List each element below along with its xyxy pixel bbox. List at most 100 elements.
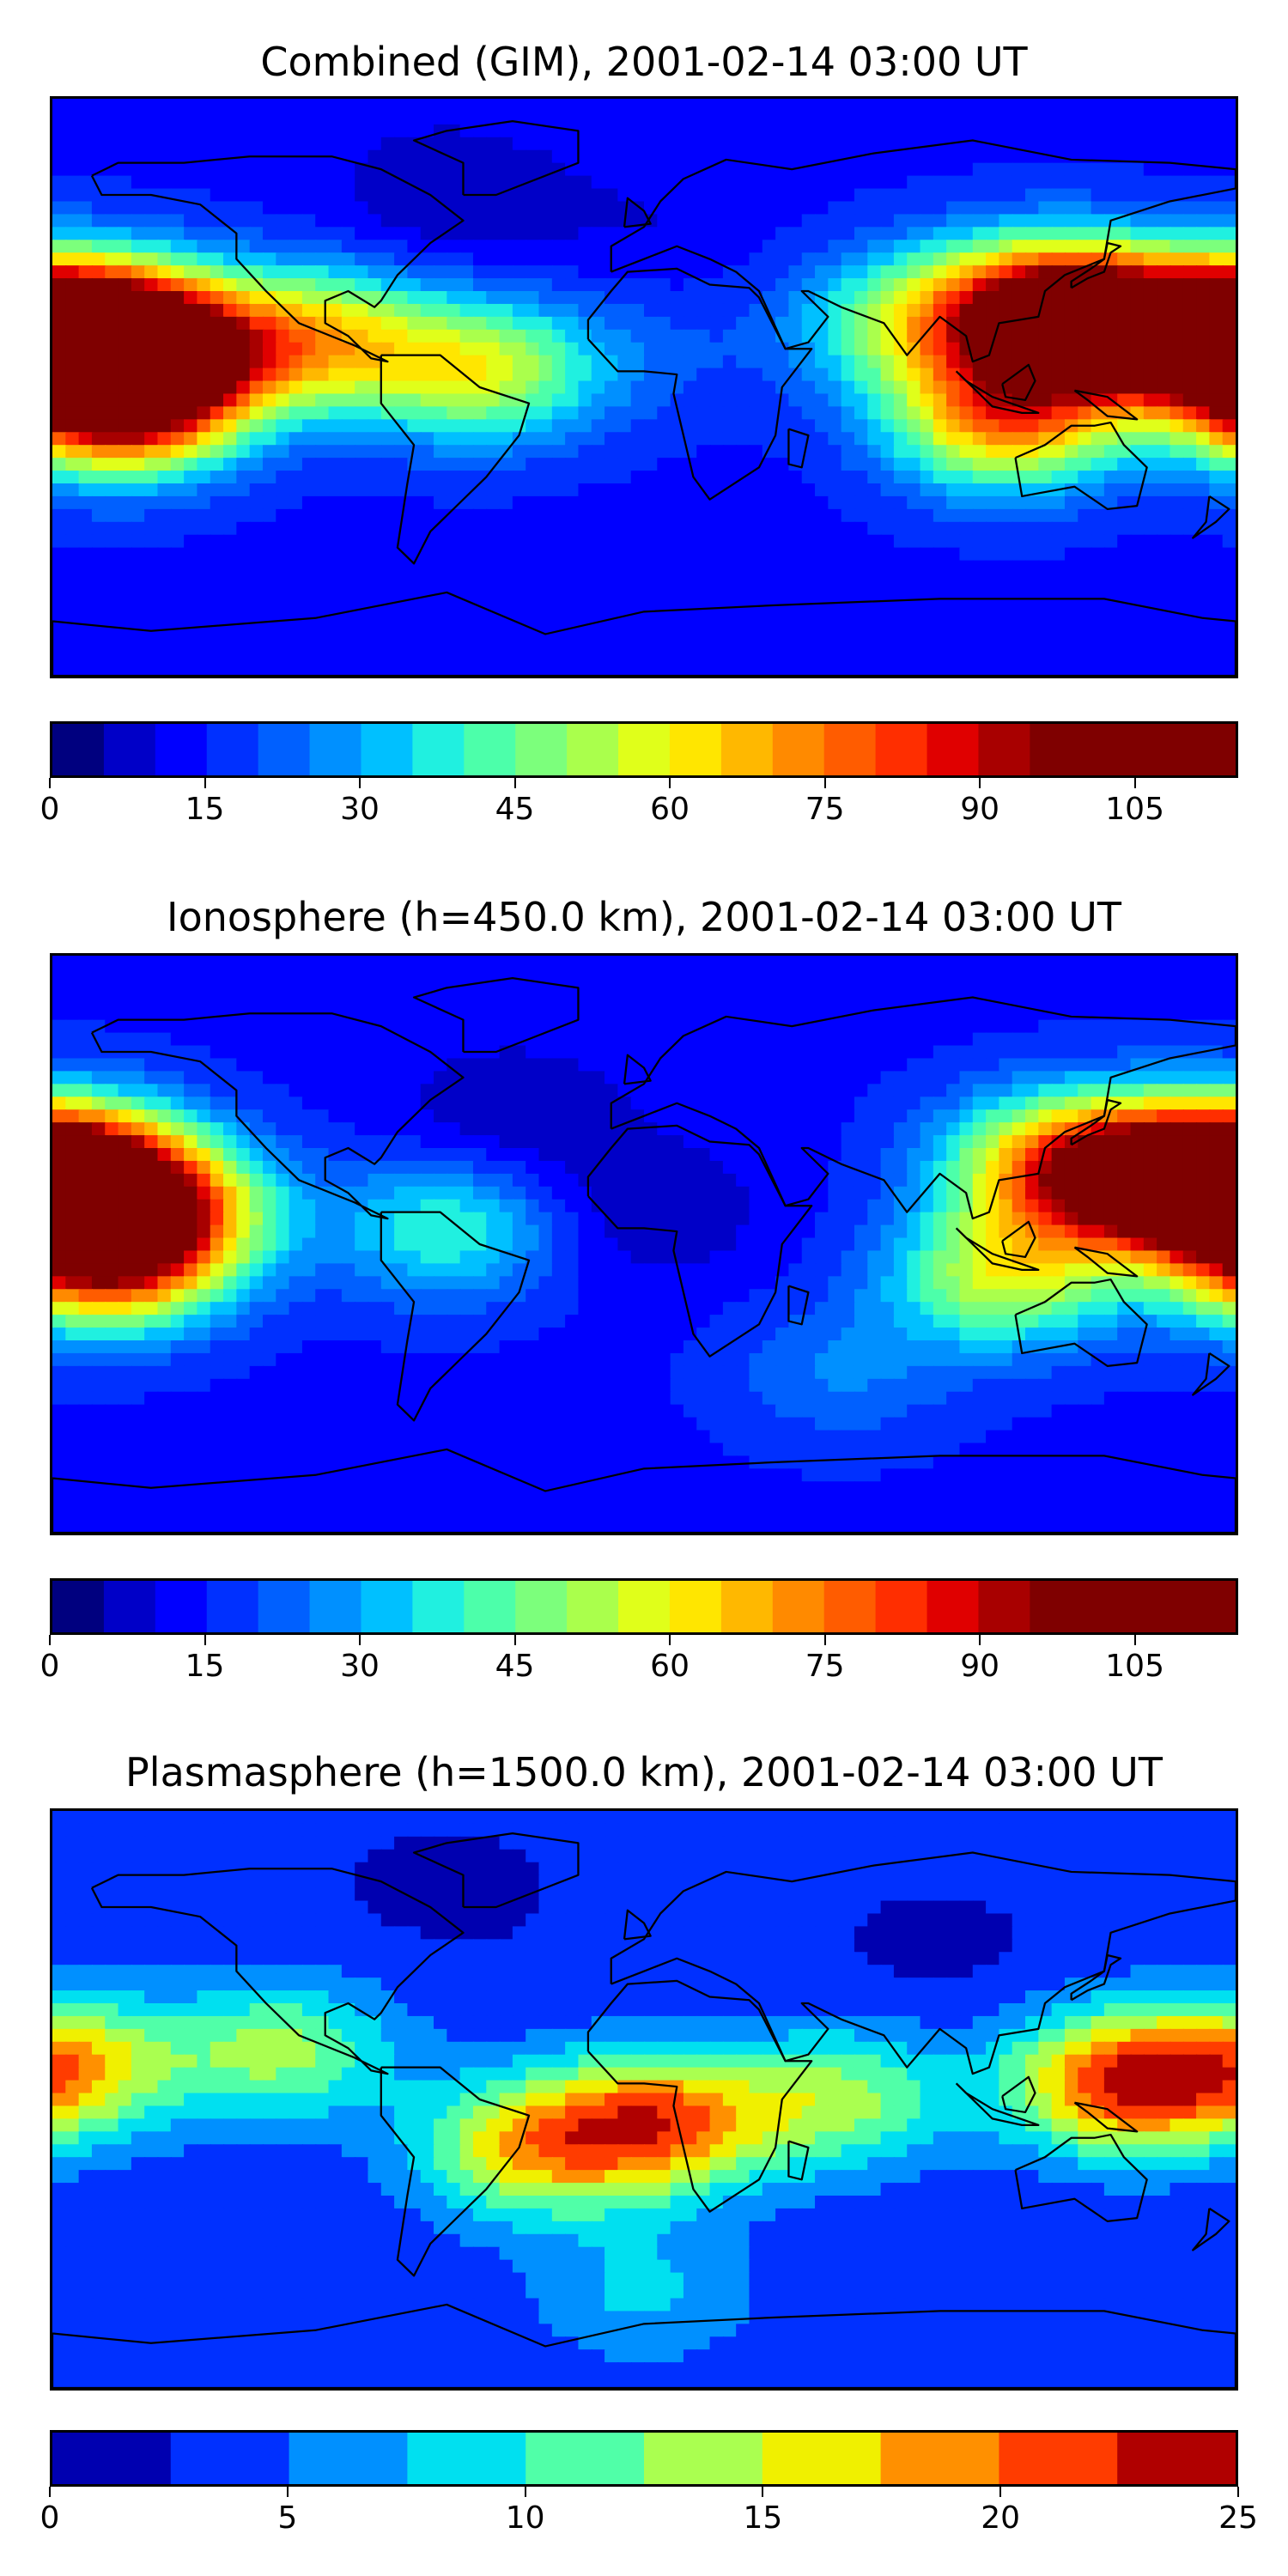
heatmap-cell xyxy=(236,1032,251,1047)
heatmap-cell xyxy=(65,547,80,562)
heatmap-cell xyxy=(1209,162,1224,177)
heatmap-cell xyxy=(986,1071,1000,1085)
heatmap-cell xyxy=(52,586,67,600)
heatmap-cell xyxy=(538,495,553,510)
heatmap-cell xyxy=(1209,265,1224,280)
heatmap-cell xyxy=(591,637,606,652)
heatmap-cell xyxy=(52,1045,67,1060)
heatmap-cell xyxy=(972,368,987,382)
heatmap-cell xyxy=(1091,111,1106,125)
heatmap-cell xyxy=(420,278,435,293)
heatmap-cell xyxy=(499,1071,514,1085)
heatmap-cell xyxy=(986,175,1000,190)
heatmap-cell xyxy=(157,624,172,639)
heatmap-cell xyxy=(709,508,725,523)
heatmap-cell xyxy=(105,598,119,613)
heatmap-cell xyxy=(788,637,803,652)
heatmap-cell xyxy=(1157,547,1171,562)
heatmap-cell xyxy=(749,368,763,382)
heatmap-cell xyxy=(52,1006,67,1021)
heatmap-cell xyxy=(801,611,817,626)
heatmap-cell xyxy=(144,508,159,523)
heatmap-cell xyxy=(118,547,133,562)
heatmap-cell xyxy=(907,355,921,369)
heatmap-cell xyxy=(499,508,514,523)
heatmap-cell xyxy=(1196,124,1211,138)
heatmap-cell xyxy=(841,419,856,434)
heatmap-cell xyxy=(630,981,646,995)
heatmap-cell xyxy=(775,1058,790,1072)
heatmap-cell xyxy=(788,534,803,549)
heatmap-cell xyxy=(197,586,211,600)
heatmap-cell xyxy=(1103,981,1119,995)
heatmap-cell xyxy=(157,214,172,228)
heatmap-cell xyxy=(775,637,790,652)
heatmap-cell xyxy=(420,214,435,228)
heatmap-cell xyxy=(368,663,382,676)
heatmap-cell xyxy=(1222,637,1236,652)
heatmap-cell xyxy=(815,137,829,151)
heatmap-cell xyxy=(52,445,67,459)
heatmap-cell xyxy=(1157,1032,1171,1047)
heatmap-cell xyxy=(683,201,698,216)
heatmap-cell xyxy=(1051,393,1066,408)
heatmap-cell xyxy=(355,355,369,369)
heatmap-cell xyxy=(184,380,198,395)
heatmap-cell xyxy=(657,432,671,447)
heatmap-cell xyxy=(420,650,435,665)
heatmap-cell xyxy=(301,1032,317,1047)
heatmap-cell xyxy=(1064,393,1079,408)
heatmap-cell xyxy=(1078,406,1092,421)
heatmap-cell xyxy=(184,445,198,459)
heatmap-cell xyxy=(157,355,172,369)
heatmap-cell xyxy=(722,1045,738,1060)
heatmap-cell xyxy=(709,981,725,995)
heatmap-cell xyxy=(999,534,1013,549)
heatmap-cell xyxy=(1182,227,1198,241)
heatmap-cell xyxy=(1222,508,1236,523)
heatmap-cell xyxy=(565,124,580,138)
heatmap-cell xyxy=(434,956,448,970)
heatmap-cell xyxy=(1143,1006,1158,1021)
heatmap-cell xyxy=(301,316,317,331)
heatmap-cell xyxy=(223,137,238,151)
heatmap-cell xyxy=(1196,214,1211,228)
heatmap-cell xyxy=(1078,560,1092,574)
heatmap-cell xyxy=(341,303,356,318)
heatmap-cell xyxy=(368,419,382,434)
heatmap-cell xyxy=(749,981,763,995)
heatmap-cell xyxy=(184,303,198,318)
heatmap-cell xyxy=(538,149,553,164)
heatmap-cell xyxy=(105,406,119,421)
heatmap-cell xyxy=(184,393,198,408)
heatmap-cell xyxy=(867,993,882,1008)
heatmap-cell xyxy=(578,611,592,626)
heatmap-cell xyxy=(1222,265,1236,280)
heatmap-cell xyxy=(907,1019,921,1034)
heatmap-cell xyxy=(52,968,67,982)
heatmap-cell xyxy=(551,329,567,343)
heatmap-cell xyxy=(144,611,159,626)
heatmap-cell xyxy=(933,406,948,421)
heatmap-cell xyxy=(526,240,540,254)
heatmap-cell xyxy=(854,188,869,203)
heatmap-cell xyxy=(538,214,553,228)
heatmap-cell xyxy=(301,201,317,216)
heatmap-cell xyxy=(920,483,934,498)
heatmap-cell xyxy=(959,560,974,574)
heatmap-cell xyxy=(144,368,159,382)
heatmap-cell xyxy=(341,483,356,498)
heatmap-cell xyxy=(447,265,461,280)
heatmap-cell xyxy=(1078,201,1092,216)
heatmap-cell xyxy=(341,201,356,216)
heatmap-cell xyxy=(262,637,277,652)
heatmap-cell xyxy=(52,214,67,228)
heatmap-cell xyxy=(184,1045,198,1060)
heatmap-cell xyxy=(1117,573,1132,587)
heatmap-cell xyxy=(407,149,422,164)
heatmap-cell xyxy=(170,534,185,549)
heatmap-cell xyxy=(880,355,896,369)
heatmap-cell xyxy=(1038,214,1053,228)
heatmap-cell xyxy=(105,573,119,587)
heatmap-cell xyxy=(118,316,133,331)
